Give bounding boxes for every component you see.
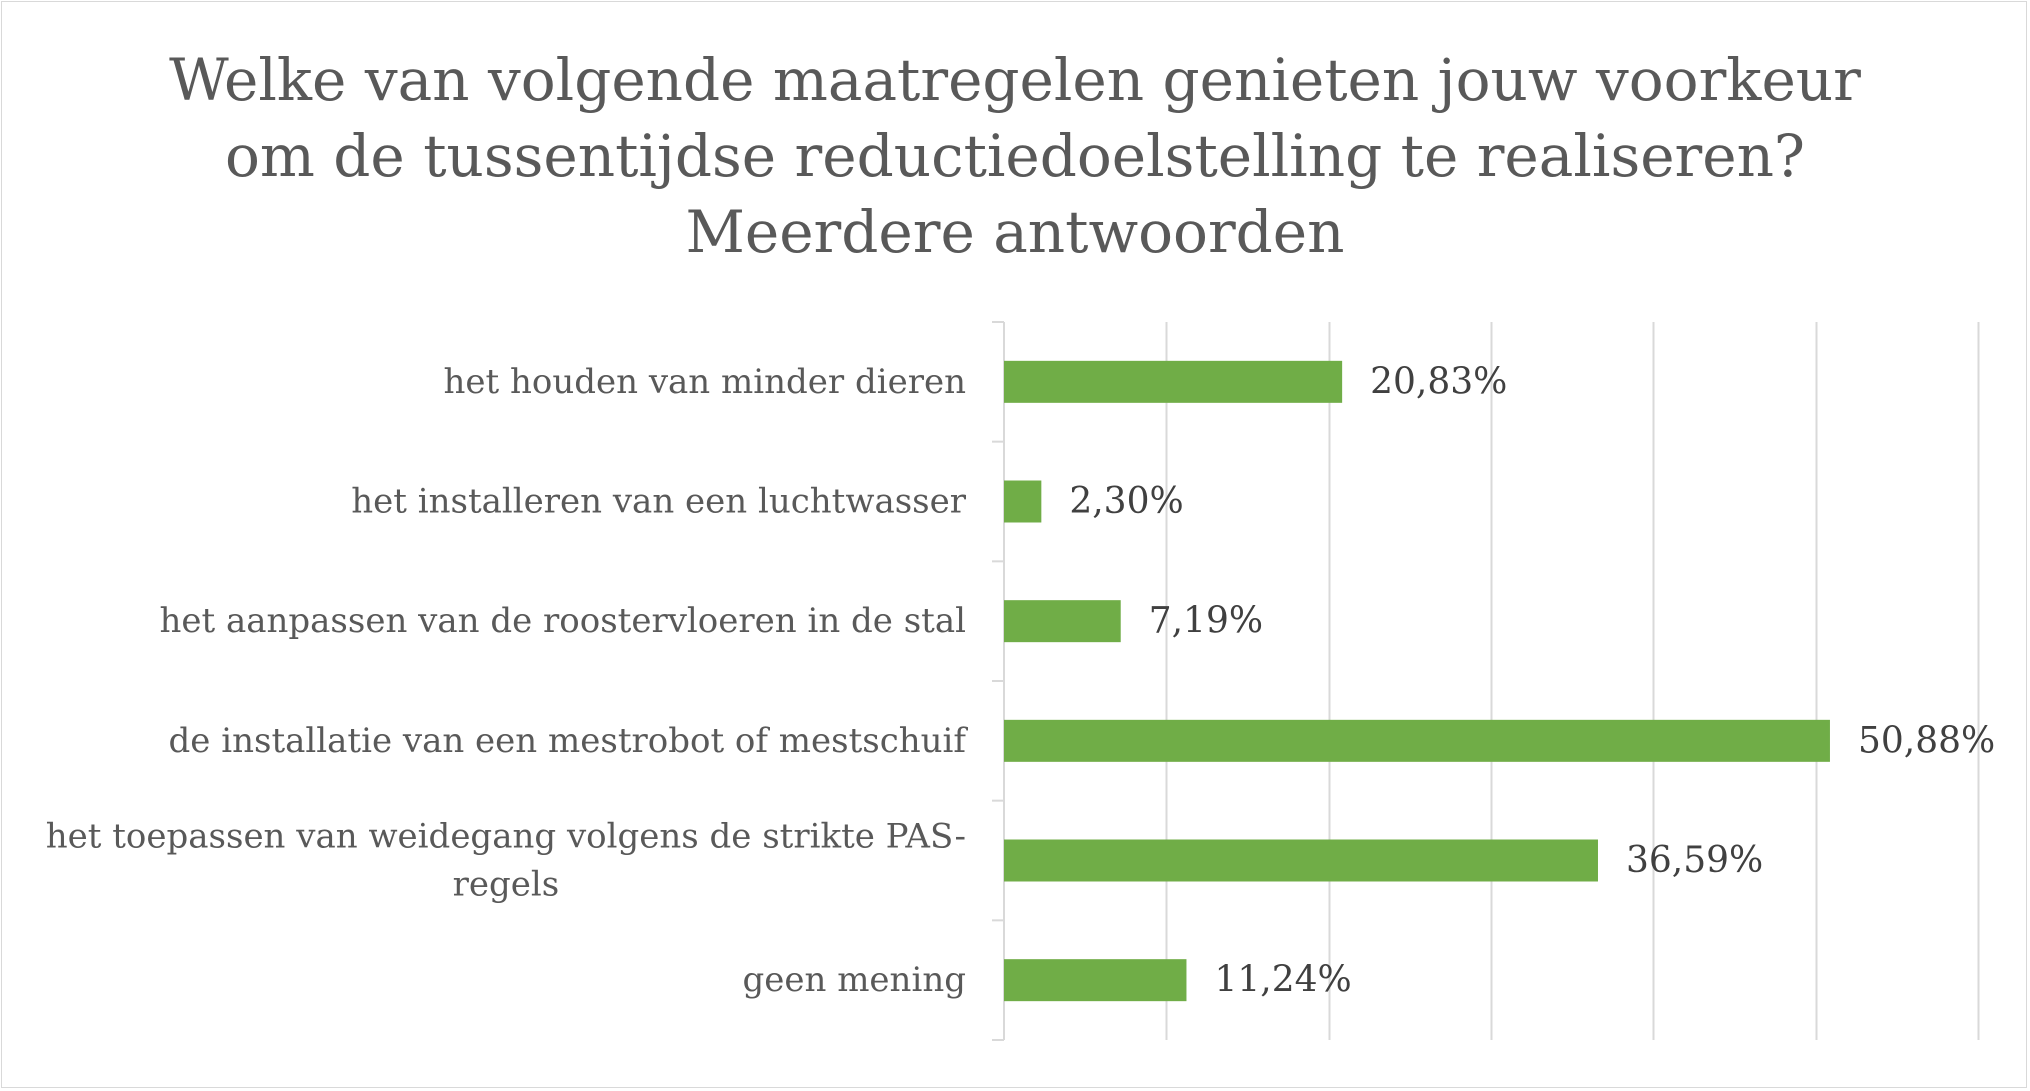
- category-label: de installatie van een mestrobot of mest…: [169, 721, 969, 761]
- category-label-line: regels: [453, 865, 560, 905]
- gridlines: [1165, 322, 1980, 1040]
- bar: [1004, 600, 1121, 643]
- chart-title-line-3: Meerdere antwoorden: [685, 198, 1345, 266]
- data-label: 50,88%: [1858, 720, 1995, 761]
- category-label-line: de installatie van een mestrobot of mest…: [169, 721, 969, 761]
- bar: [1004, 360, 1343, 403]
- chart-title: Welke van volgende maatregelen genieten …: [0, 42, 2030, 270]
- category-axis: [992, 321, 1005, 1041]
- category-label-line: geen mening: [742, 960, 966, 1000]
- bar: [1004, 839, 1598, 882]
- category-label-line: het aanpassen van de roostervloeren in d…: [159, 601, 966, 641]
- bar: [1004, 480, 1042, 523]
- chart-title-line-2: om de tussentijdse reductiedoelstelling …: [224, 122, 1806, 190]
- data-label: 20,83%: [1370, 361, 1507, 402]
- data-label: 11,24%: [1214, 960, 1351, 1001]
- category-label-line: het toepassen van weidegang volgens de s…: [46, 817, 966, 857]
- chart-title-line-1: Welke van volgende maatregelen genieten …: [169, 46, 1861, 114]
- bar: [1004, 719, 1830, 762]
- category-label: het toepassen van weidegang volgens de s…: [46, 817, 966, 905]
- category-label: geen mening: [742, 960, 966, 1000]
- data-label: 36,59%: [1626, 840, 1763, 881]
- data-label: 2,30%: [1069, 481, 1183, 522]
- data-labels: 20,83% 2,30% 7,19% 50,88% 36,59% 11,24%: [1069, 361, 1995, 1000]
- data-label: 7,19%: [1149, 601, 1263, 642]
- category-labels: het houden van minder dieren het installe…: [46, 362, 969, 1000]
- category-label: het aanpassen van de roostervloeren in d…: [159, 601, 966, 641]
- category-label-line: het houden van minder dieren: [443, 362, 966, 402]
- bar: [1004, 959, 1187, 1002]
- category-label-line: het installeren van een luchtwasser: [351, 482, 966, 522]
- category-label: het installeren van een luchtwasser: [351, 482, 966, 522]
- category-label: het houden van minder dieren: [443, 362, 966, 402]
- bars: [1004, 360, 1830, 1002]
